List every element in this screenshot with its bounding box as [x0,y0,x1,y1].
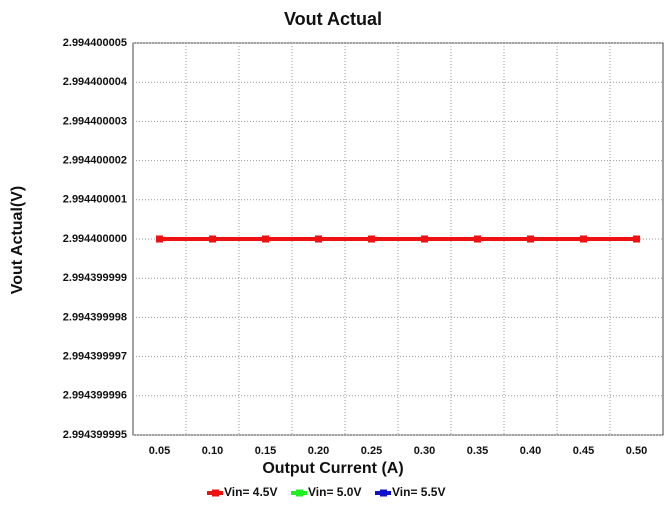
y-tick-label: 2.994400001 [63,194,127,206]
x-tick-label: 0.50 [626,445,647,457]
y-tick-label: 2.994399995 [63,429,127,441]
x-tick-label: 0.20 [308,445,329,457]
y-tick-label: 2.994399997 [63,351,127,363]
legend-label: Vin= 5.0V [308,485,361,499]
point-marker [421,235,428,243]
point-marker [527,235,534,243]
point-marker [315,235,322,243]
point-marker [580,235,587,243]
y-axis-label: Vout Actual(V) [9,186,26,294]
legend-marker [212,489,219,497]
y-tick-label: 2.994400000 [63,233,127,245]
x-tick-label: 0.30 [414,445,435,457]
legend-label: Vin= 5.5V [392,485,445,499]
legend-marker [296,489,303,497]
point-marker [368,235,375,243]
y-tick-label: 2.994399998 [63,311,127,323]
x-tick-label: 0.40 [520,445,541,457]
x-tick-label: 0.10 [202,445,223,457]
x-tick-label: 0.35 [467,445,488,457]
y-tick-label: 2.994400003 [63,115,127,127]
point-marker [633,235,640,243]
legend-marker [380,489,387,497]
point-marker [156,235,163,243]
y-tick-label: 2.994399999 [63,272,127,284]
x-axis-label: Output Current (A) [262,460,403,477]
point-marker [474,235,481,243]
point-marker [262,235,269,243]
y-tick-label: 2.994400004 [63,76,128,88]
x-tick-label: 0.45 [573,445,594,457]
x-tick-label: 0.15 [255,445,276,457]
point-marker [209,235,216,243]
legend-label: Vin= 4.5V [224,485,277,499]
x-tick-label: 0.25 [361,445,382,457]
y-tick-label: 2.994400002 [63,155,127,167]
y-tick-label: 2.994399996 [63,390,127,402]
chart-title: Vout Actual [284,9,382,29]
y-tick-label: 2.994400005 [63,37,127,49]
x-tick-label: 0.05 [149,445,170,457]
